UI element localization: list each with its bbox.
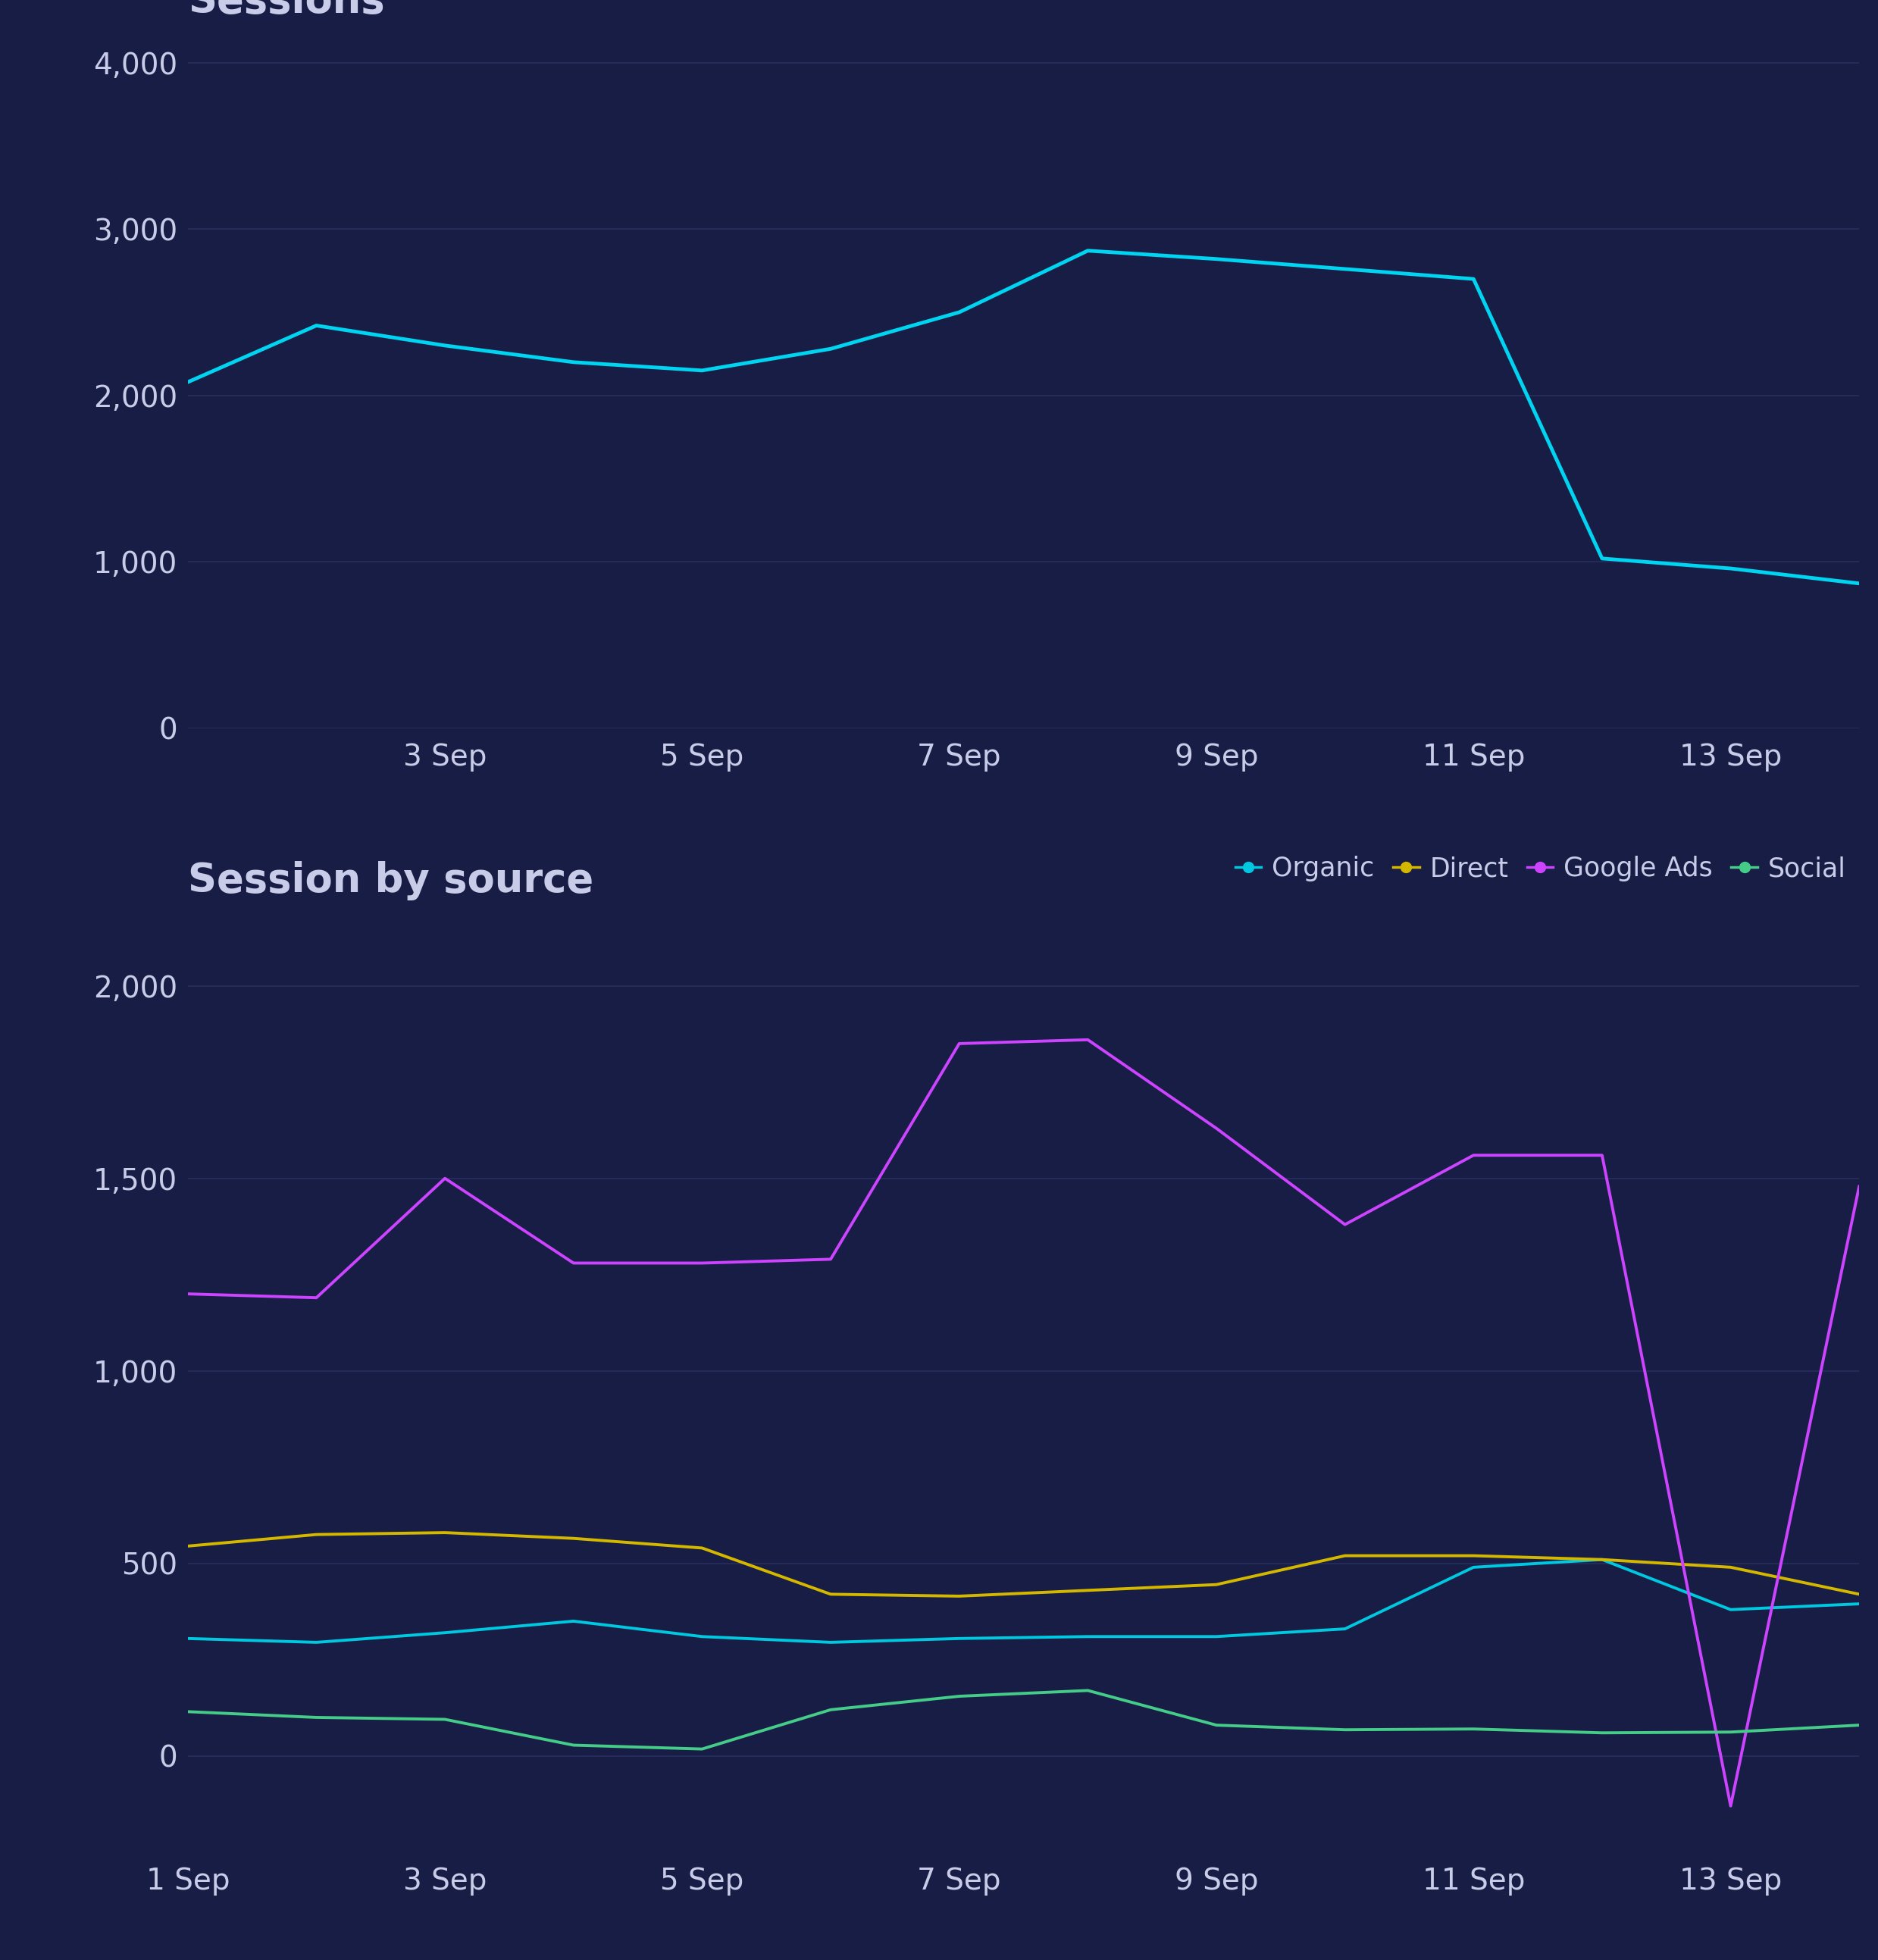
- Text: Sessions: Sessions: [188, 0, 385, 22]
- Text: Session by source: Session by source: [188, 860, 593, 900]
- Legend: Organic, Direct, Google Ads, Social: Organic, Direct, Google Ads, Social: [1236, 857, 1846, 882]
